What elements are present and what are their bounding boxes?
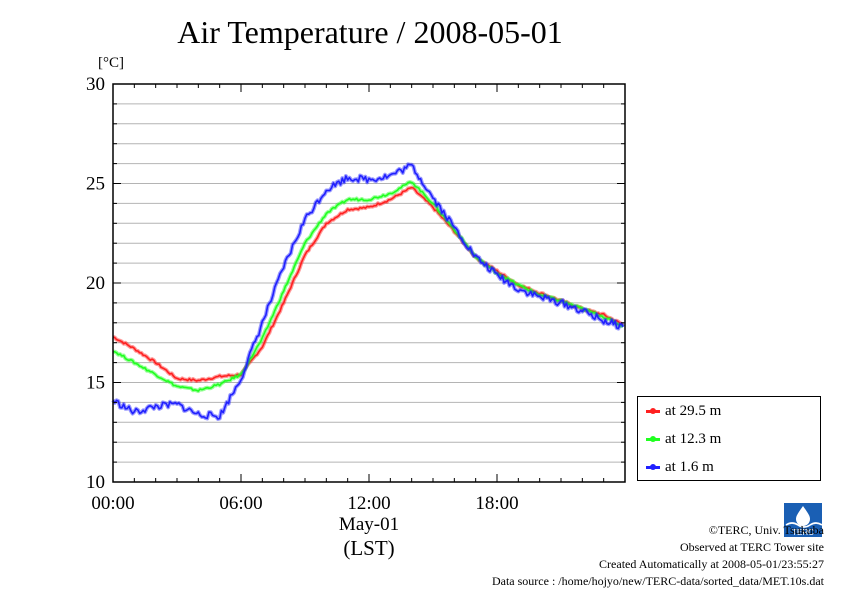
chart-title: Air Temperature / 2008-05-01 xyxy=(177,14,563,50)
legend-swatch-blue xyxy=(646,463,660,470)
y-tick-label: 20 xyxy=(86,273,105,294)
footer-source: Data source : /home/hojyo/new/TERC-data/… xyxy=(491,574,824,588)
series-glow xyxy=(112,180,625,394)
legend-swatch-green xyxy=(646,435,660,442)
legend-label: at 12.3 m xyxy=(665,430,722,447)
x-axis-date-label: May-01 xyxy=(338,514,400,535)
series-line xyxy=(112,186,624,382)
series-line xyxy=(113,181,624,392)
series-line xyxy=(112,163,624,420)
legend-label: at 1.6 m xyxy=(665,458,714,475)
x-tick-label: 18:00 xyxy=(475,493,518,514)
x-tick-label: 12:00 xyxy=(347,493,390,514)
series-glow xyxy=(112,185,625,383)
y-tick-label: 25 xyxy=(86,174,105,195)
legend-swatch-red xyxy=(646,407,660,414)
legend-item-29-5m: at 29.5 m xyxy=(646,401,721,421)
legend: at 29.5 m at 12.3 m at 1.6 m xyxy=(637,396,821,481)
y-tick-label: 15 xyxy=(86,373,105,394)
y-axis-unit-label: [°C] xyxy=(98,55,124,71)
terc-logo-icon: TERC xyxy=(784,503,822,537)
x-tick-label: 06:00 xyxy=(219,493,262,514)
y-tick-label: 10 xyxy=(86,472,105,493)
y-tick-label: 30 xyxy=(86,74,105,95)
logo-text: TERC xyxy=(792,528,814,537)
legend-item-1-6m: at 1.6 m xyxy=(646,457,714,477)
footer-observed: Observed at TERC Tower site xyxy=(679,540,824,554)
footer-copyright: ©TERC, Univ. Tsukuba xyxy=(708,523,824,537)
footer-created: Created Automatically at 2008-05-01/23:5… xyxy=(599,557,824,571)
x-axis-label: (LST) xyxy=(343,536,395,560)
legend-item-12-3m: at 12.3 m xyxy=(646,429,721,449)
x-tick-label: 00:00 xyxy=(91,493,134,514)
legend-label: at 29.5 m xyxy=(665,402,722,419)
